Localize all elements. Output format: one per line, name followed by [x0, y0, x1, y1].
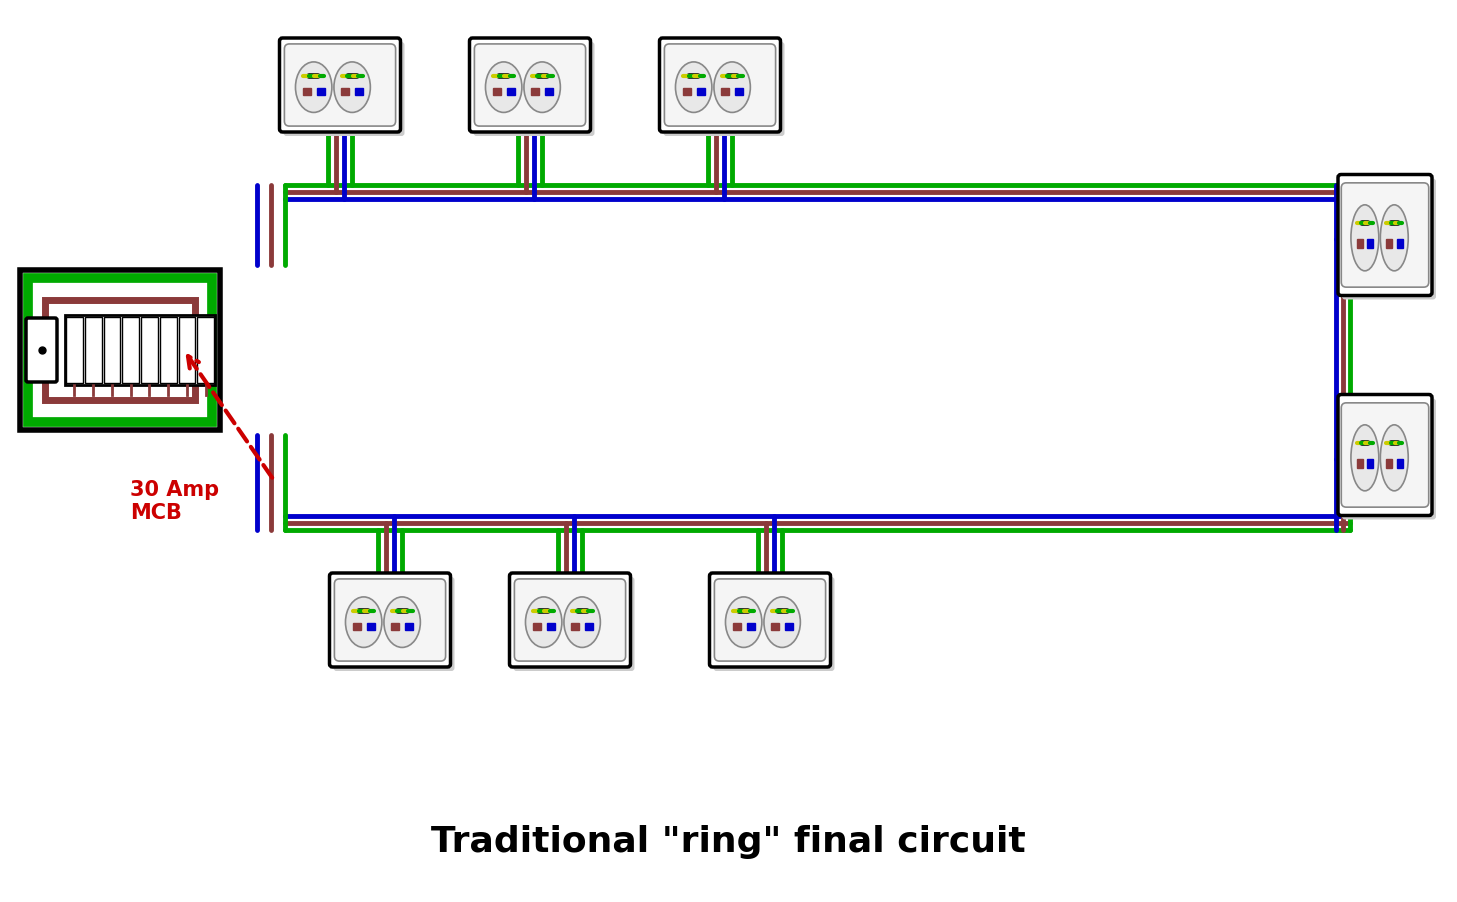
Ellipse shape — [1351, 425, 1378, 491]
Bar — [353, 623, 361, 630]
Ellipse shape — [385, 597, 421, 648]
Ellipse shape — [676, 62, 712, 113]
Text: Traditional "ring" final circuit: Traditional "ring" final circuit — [431, 825, 1026, 859]
FancyBboxPatch shape — [284, 42, 405, 136]
FancyBboxPatch shape — [474, 42, 594, 136]
FancyBboxPatch shape — [284, 44, 396, 126]
FancyBboxPatch shape — [280, 38, 401, 132]
FancyBboxPatch shape — [663, 42, 784, 136]
Bar — [392, 623, 399, 630]
Ellipse shape — [1380, 205, 1409, 271]
Bar — [785, 623, 793, 630]
Ellipse shape — [714, 62, 750, 113]
Ellipse shape — [1380, 425, 1409, 491]
Text: 30 Amp
MCB: 30 Amp MCB — [130, 480, 219, 523]
Bar — [533, 623, 541, 630]
Bar — [1356, 239, 1362, 247]
Bar — [721, 88, 730, 95]
FancyBboxPatch shape — [1342, 183, 1429, 287]
Bar — [492, 88, 501, 95]
Ellipse shape — [485, 62, 522, 113]
Bar — [571, 623, 580, 630]
Bar — [1356, 459, 1362, 467]
FancyBboxPatch shape — [1338, 174, 1432, 296]
FancyBboxPatch shape — [660, 38, 781, 132]
Ellipse shape — [296, 62, 332, 113]
Bar — [85, 317, 102, 383]
Bar — [586, 623, 593, 630]
Bar — [303, 88, 310, 95]
Ellipse shape — [334, 62, 370, 113]
Bar — [1396, 239, 1403, 247]
Bar — [1396, 459, 1403, 467]
Bar — [66, 315, 216, 385]
FancyBboxPatch shape — [513, 577, 634, 671]
Ellipse shape — [564, 597, 600, 648]
Ellipse shape — [345, 597, 382, 648]
Bar — [405, 623, 414, 630]
FancyBboxPatch shape — [710, 573, 830, 667]
FancyBboxPatch shape — [329, 573, 450, 667]
Bar — [683, 88, 691, 95]
Bar — [736, 88, 743, 95]
Bar — [507, 88, 514, 95]
Bar — [316, 88, 325, 95]
FancyBboxPatch shape — [469, 38, 590, 132]
Ellipse shape — [526, 597, 562, 648]
Bar — [160, 317, 176, 383]
Bar — [179, 317, 195, 383]
Bar — [341, 88, 350, 95]
Bar — [66, 317, 83, 383]
Bar — [1367, 239, 1374, 247]
Bar — [367, 623, 374, 630]
Bar — [1367, 459, 1374, 467]
Bar — [771, 623, 779, 630]
FancyBboxPatch shape — [1342, 403, 1429, 507]
Bar — [696, 88, 705, 95]
Bar — [546, 623, 555, 630]
Bar — [20, 270, 220, 430]
Bar — [746, 623, 755, 630]
Bar — [197, 317, 214, 383]
FancyBboxPatch shape — [1342, 179, 1437, 299]
Bar — [122, 317, 138, 383]
Bar — [532, 88, 539, 95]
Ellipse shape — [1351, 205, 1378, 271]
FancyBboxPatch shape — [714, 579, 826, 661]
Ellipse shape — [726, 597, 762, 648]
FancyBboxPatch shape — [475, 44, 586, 126]
FancyBboxPatch shape — [335, 579, 446, 661]
Bar — [1386, 459, 1391, 467]
Bar — [141, 317, 157, 383]
FancyBboxPatch shape — [334, 577, 455, 671]
Bar — [103, 317, 121, 383]
FancyBboxPatch shape — [510, 573, 631, 667]
Bar — [733, 623, 740, 630]
FancyBboxPatch shape — [1342, 399, 1437, 520]
Ellipse shape — [525, 62, 561, 113]
FancyBboxPatch shape — [714, 577, 835, 671]
FancyBboxPatch shape — [514, 579, 625, 661]
FancyBboxPatch shape — [26, 318, 57, 382]
Bar — [545, 88, 554, 95]
Bar — [1386, 239, 1391, 247]
Bar — [356, 88, 363, 95]
FancyBboxPatch shape — [664, 44, 775, 126]
FancyBboxPatch shape — [1338, 394, 1432, 516]
Ellipse shape — [763, 597, 800, 648]
